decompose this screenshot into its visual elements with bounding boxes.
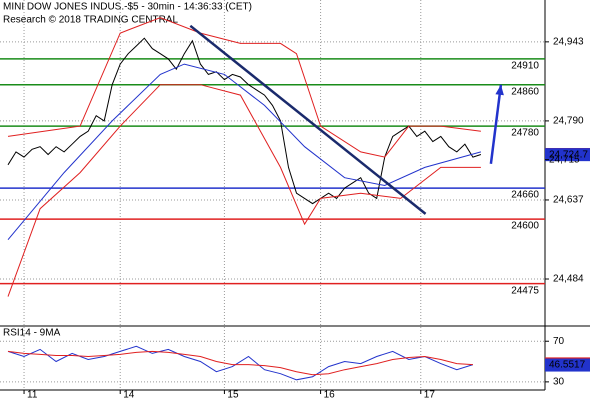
arrow-head <box>495 84 504 96</box>
level-label: 24860 <box>511 86 539 97</box>
level-label: 24475 <box>511 285 539 296</box>
y-tick-label: 24,637 <box>553 195 584 206</box>
price-marker <box>545 358 590 372</box>
price-marker <box>545 148 590 162</box>
level-label: 24600 <box>511 221 539 232</box>
y-tick-label: 24,484 <box>553 274 584 285</box>
y-tick-label: 70 <box>553 336 565 347</box>
price-marker-label: 46.5517 <box>549 360 586 371</box>
x-tick-label: 15 <box>227 390 239 400</box>
trend-line <box>189 24 427 215</box>
chart-subtitle: Research © 2018 TRADING CENTRAL <box>3 15 178 26</box>
series-line <box>7 17 481 158</box>
price-marker-label: 24,715 <box>549 154 580 165</box>
y-tick-label: 24,943 <box>553 36 584 47</box>
level-label: 24780 <box>511 128 539 139</box>
series-line <box>7 37 482 205</box>
y-tick-label: 24,790 <box>553 116 584 127</box>
x-tick-label: 17 <box>424 390 436 400</box>
x-tick-label: 16 <box>324 390 336 400</box>
x-tick-label: 14 <box>123 390 135 400</box>
price-marker-label: 24,724.7 <box>549 149 588 160</box>
series-line <box>7 84 481 297</box>
series-line <box>7 345 474 381</box>
level-label: 24660 <box>511 190 539 201</box>
chart-title: MINI DOW JONES INDUS.-$5 - 30min - 14:36… <box>3 2 252 13</box>
forecast-arrow <box>489 84 503 164</box>
rsi-title: RSI14 - 9MA <box>3 328 61 339</box>
level-label: 24910 <box>511 61 539 72</box>
y-tick-label: 30 <box>553 377 565 388</box>
series-line <box>7 350 473 376</box>
x-tick-label: 11 <box>27 390 38 400</box>
series-line <box>7 63 482 241</box>
